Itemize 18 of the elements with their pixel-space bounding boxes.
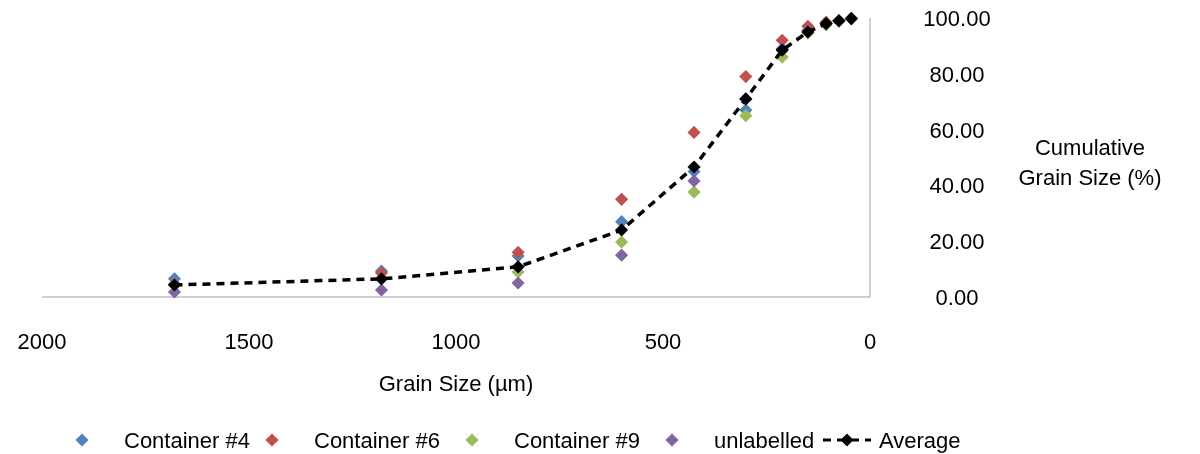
- x-tick-label: 1500: [224, 329, 274, 354]
- y-tick-label: 0.00: [935, 285, 979, 310]
- x-tick-label: 500: [644, 329, 682, 354]
- x-tick-label: 0: [863, 329, 877, 354]
- y-tick-label: 60.00: [929, 117, 985, 143]
- legend-label: unlabelled: [714, 428, 815, 453]
- x-tick-label: 1000: [431, 329, 481, 354]
- y-tick-label: 20.00: [929, 229, 985, 255]
- x-axis-title: Grain Size (µm): [378, 371, 534, 396]
- legend-label: Container #9: [514, 428, 640, 453]
- y-tick-label: 80.00: [929, 61, 985, 87]
- y-tick-label: 40.00: [929, 173, 985, 199]
- legend-label: Average: [879, 428, 961, 453]
- y-axis-title: Cumulative Grain Size (%): [1018, 135, 1162, 190]
- x-tick-label: 2000: [17, 329, 67, 354]
- y-tick-label: 100.00: [923, 6, 991, 31]
- legend-label: Container #6: [314, 428, 440, 453]
- legend-label: Container #4: [124, 428, 250, 453]
